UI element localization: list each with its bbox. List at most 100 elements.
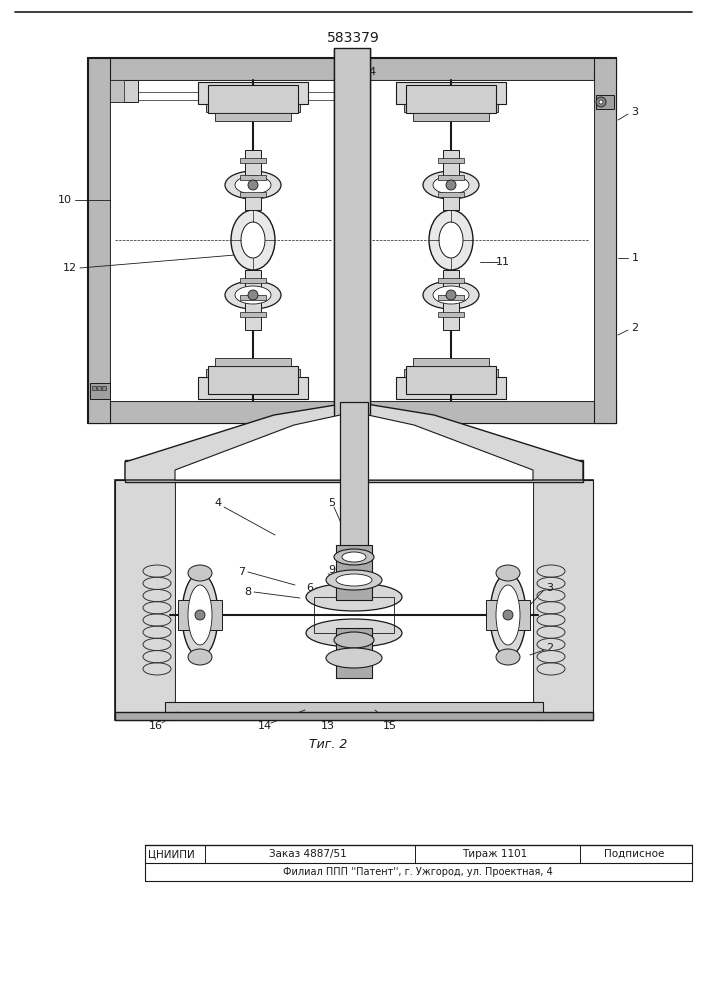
Text: 6: 6 [307, 583, 313, 593]
Ellipse shape [188, 649, 212, 665]
Bar [88, 58, 616, 80]
Ellipse shape [306, 583, 402, 611]
Ellipse shape [496, 649, 520, 665]
Bar [533, 480, 593, 720]
Ellipse shape [182, 573, 218, 657]
Bar [115, 712, 593, 720]
Bar [215, 358, 291, 366]
Text: 4: 4 [221, 463, 228, 473]
Text: 2: 2 [631, 323, 638, 333]
Bar [198, 377, 308, 399]
Text: 3: 3 [631, 107, 638, 117]
Bar [336, 545, 372, 600]
Bar [396, 82, 506, 104]
Text: 1: 1 [631, 253, 638, 263]
Ellipse shape [326, 570, 382, 590]
Bar [110, 80, 594, 401]
Bar [438, 295, 464, 300]
Ellipse shape [334, 549, 374, 565]
Text: 5: 5 [329, 463, 336, 473]
Bar [413, 113, 489, 121]
Bar [240, 278, 266, 283]
Bar [110, 80, 124, 102]
Text: 7: 7 [238, 567, 245, 577]
Text: 583379: 583379 [327, 31, 380, 45]
Bar [110, 80, 138, 102]
Ellipse shape [306, 619, 402, 647]
Bar [438, 278, 464, 283]
Bar [92, 386, 96, 390]
Ellipse shape [248, 180, 258, 190]
Bar [215, 113, 291, 121]
Ellipse shape [326, 648, 382, 668]
Bar [90, 383, 110, 399]
Bar [115, 480, 175, 720]
Bar [486, 600, 530, 630]
Bar [406, 85, 496, 113]
Text: 9: 9 [329, 565, 336, 575]
Ellipse shape [248, 290, 258, 300]
Text: 8: 8 [245, 587, 252, 597]
Ellipse shape [496, 585, 520, 645]
Bar [125, 460, 583, 482]
Bar [208, 366, 298, 394]
Polygon shape [175, 412, 533, 480]
Bar [334, 48, 370, 433]
Bar [438, 175, 464, 180]
Bar [336, 628, 372, 678]
Polygon shape [125, 402, 583, 480]
Ellipse shape [423, 281, 479, 309]
Text: 13: 13 [321, 721, 335, 731]
Ellipse shape [596, 97, 606, 107]
Bar [438, 192, 464, 197]
Bar [88, 58, 616, 423]
Bar [245, 150, 261, 210]
Text: Τиг. 1: Τиг. 1 [311, 438, 349, 452]
Ellipse shape [336, 574, 372, 586]
Bar [240, 192, 266, 197]
Bar [102, 386, 106, 390]
Bar [240, 175, 266, 180]
Bar [88, 401, 616, 423]
Bar [340, 402, 368, 602]
Text: 4: 4 [368, 67, 375, 77]
Text: 14: 14 [258, 721, 272, 731]
Ellipse shape [503, 610, 513, 620]
Ellipse shape [342, 552, 366, 562]
Bar [240, 158, 266, 163]
Ellipse shape [446, 290, 456, 300]
Bar [596, 95, 614, 109]
Bar [404, 369, 498, 377]
Bar [240, 295, 266, 300]
Ellipse shape [334, 632, 374, 648]
Ellipse shape [446, 180, 456, 190]
Bar [178, 600, 222, 630]
Bar [198, 82, 308, 104]
Ellipse shape [496, 565, 520, 581]
Bar [404, 104, 498, 112]
Text: 5: 5 [329, 498, 336, 508]
Text: ЦНИИПИ: ЦНИИПИ [148, 849, 194, 859]
Bar [413, 358, 489, 366]
Bar [175, 480, 533, 720]
Text: Заказ 4887/51: Заказ 4887/51 [269, 849, 347, 859]
Bar [97, 386, 101, 390]
Bar [594, 58, 616, 423]
Bar [208, 85, 298, 113]
Ellipse shape [231, 210, 275, 270]
Bar [314, 597, 394, 633]
Bar [443, 270, 459, 330]
Ellipse shape [439, 222, 463, 258]
Text: 12: 12 [63, 263, 77, 273]
Ellipse shape [235, 176, 271, 194]
Ellipse shape [599, 100, 603, 104]
Bar [406, 366, 496, 394]
Bar [240, 312, 266, 317]
Text: 10: 10 [58, 195, 72, 205]
Text: 11: 11 [496, 257, 510, 267]
Ellipse shape [241, 222, 265, 258]
Ellipse shape [429, 210, 473, 270]
Ellipse shape [188, 585, 212, 645]
Text: 3: 3 [547, 583, 554, 593]
Text: 15: 15 [383, 721, 397, 731]
